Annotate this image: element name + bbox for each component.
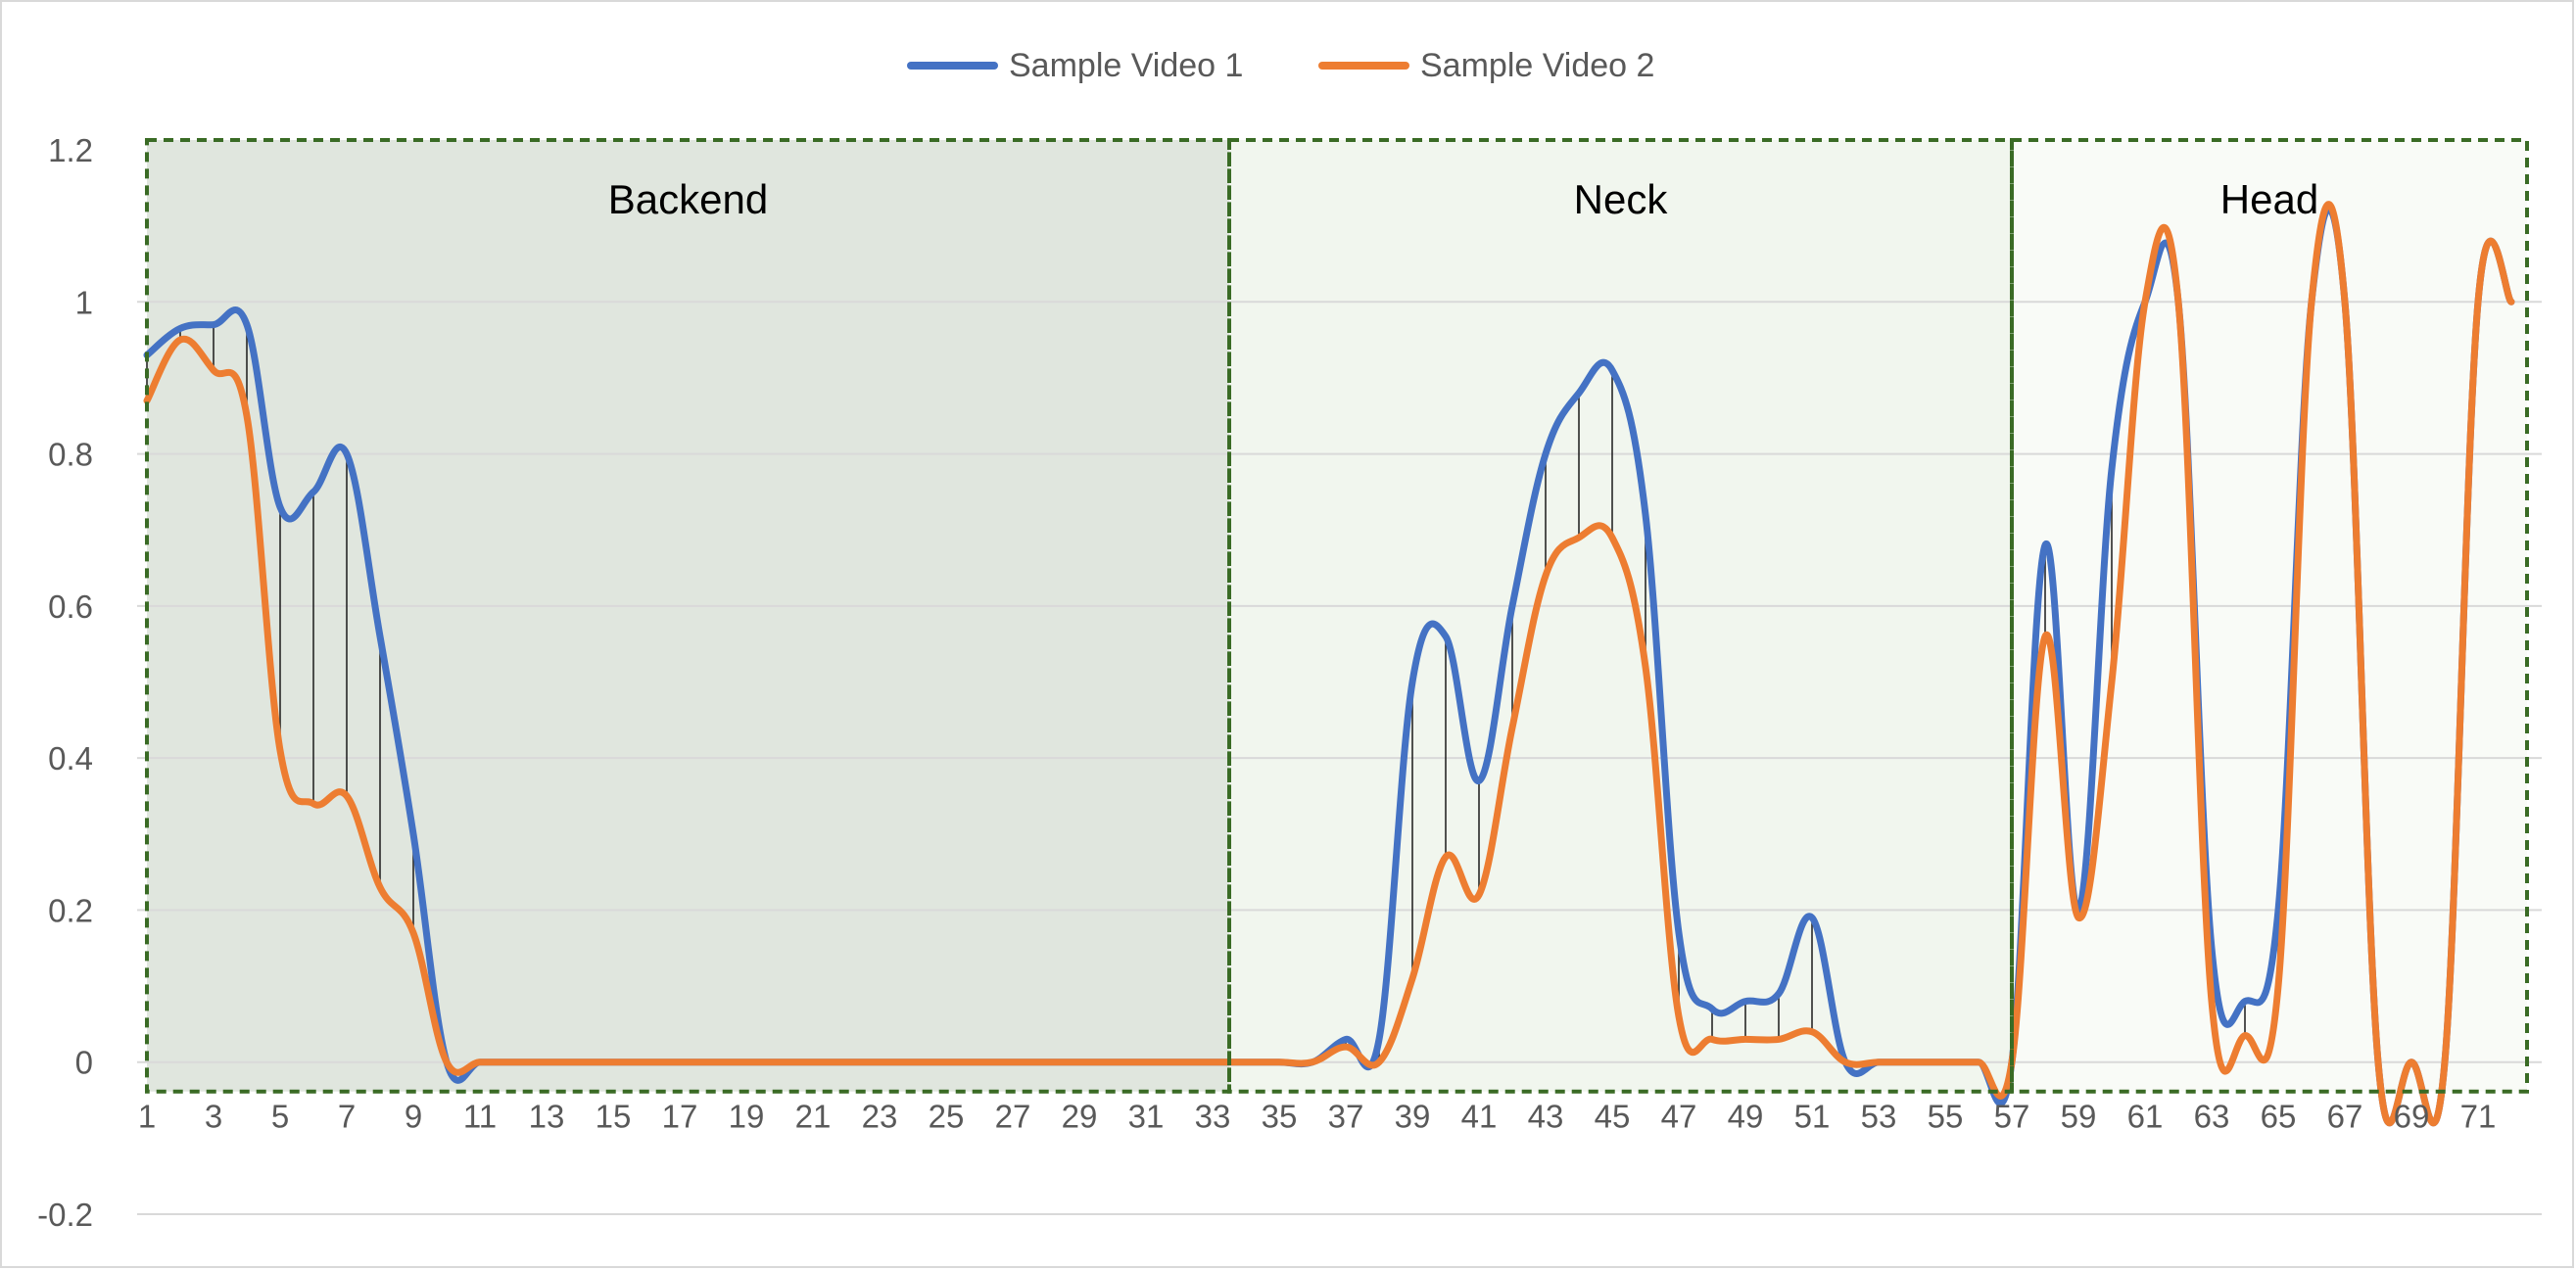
- x-tick-label: 1: [138, 1099, 156, 1135]
- x-tick-label: 9: [405, 1099, 422, 1135]
- x-tick-label: 45: [1595, 1099, 1631, 1135]
- x-tick-label: 55: [1928, 1099, 1964, 1135]
- legend: Sample Video 1 Sample Video 2: [907, 47, 1654, 84]
- x-tick-label: 15: [596, 1099, 632, 1135]
- x-tick-label: 59: [2061, 1099, 2097, 1135]
- x-axis: 1 3 5 7 9 11 13 15 17 19 21 23 25 27 29 31 33 35 37 39 41 43 4…: [138, 1099, 2497, 1135]
- x-tick-label: 53: [1861, 1099, 1897, 1135]
- region-label-neck: Neck: [1574, 176, 1669, 222]
- x-tick-label: 35: [1262, 1099, 1298, 1135]
- series-lines: [143, 201, 2515, 1127]
- x-tick-label: 37: [1328, 1099, 1364, 1135]
- region-backend-border: [145, 138, 1231, 1094]
- region-neck-background: [1229, 140, 2012, 1092]
- x-tick-label: 17: [662, 1099, 698, 1135]
- x-tick-label: 49: [1728, 1099, 1764, 1135]
- x-tick-label: 69: [2394, 1099, 2430, 1135]
- x-tick-label: 31: [1128, 1099, 1165, 1135]
- x-tick-label: 21: [795, 1099, 832, 1135]
- x-tick-label: 43: [1528, 1099, 1564, 1135]
- x-tick-label: 61: [2127, 1099, 2164, 1135]
- x-tick-label: 5: [271, 1099, 289, 1135]
- y-axis: -0.2 0 0.2 0.4 0.6 0.8 1 1.2: [37, 132, 93, 1233]
- x-tick-label: 71: [2460, 1099, 2497, 1135]
- y-tick-label: -0.2: [37, 1197, 93, 1233]
- x-tick-label: 3: [205, 1099, 222, 1135]
- region-backend-background: [147, 140, 1229, 1092]
- x-tick-label: 47: [1661, 1099, 1697, 1135]
- region-label-head: Head: [2220, 176, 2318, 222]
- y-tick-label: 0.8: [48, 437, 93, 473]
- x-tick-label: 7: [338, 1099, 356, 1135]
- region-head-background: [2012, 140, 2527, 1092]
- x-tick-label: 65: [2261, 1099, 2297, 1135]
- region-neck-border: [1227, 138, 2014, 1094]
- x-tick-label: 29: [1062, 1099, 1098, 1135]
- x-tick-label: 67: [2327, 1099, 2363, 1135]
- y-tick-label: 0.4: [48, 740, 93, 776]
- y-tick-label: 0.6: [48, 588, 93, 625]
- x-tick-label: 11: [463, 1099, 497, 1135]
- region-backgrounds: [147, 140, 2527, 1092]
- x-tick-label: 51: [1794, 1099, 1831, 1135]
- x-tick-label: 57: [1994, 1099, 2030, 1135]
- legend-label-1: Sample Video 1: [1009, 47, 1243, 84]
- series-line-2: [143, 201, 2515, 1127]
- x-tick-label: 39: [1395, 1099, 1431, 1135]
- y-tick-label: 1: [75, 284, 93, 320]
- region-label-backend: Backend: [608, 176, 768, 222]
- x-tick-label: 25: [929, 1099, 965, 1135]
- y-tick-label: 1.2: [48, 132, 93, 168]
- x-tick-label: 19: [729, 1099, 765, 1135]
- region-head-border: [2010, 138, 2529, 1094]
- x-tick-label: 33: [1195, 1099, 1231, 1135]
- x-tick-label: 63: [2194, 1099, 2230, 1135]
- y-tick-label: 0: [75, 1045, 93, 1081]
- x-tick-label: 23: [862, 1099, 898, 1135]
- region-labels: Backend Neck Head: [608, 176, 2318, 222]
- region-borders: [145, 138, 2529, 1094]
- x-tick-label: 27: [995, 1099, 1031, 1135]
- drop-lines: [146, 324, 2279, 1062]
- legend-label-2: Sample Video 2: [1420, 47, 1654, 84]
- x-tick-label: 41: [1461, 1099, 1498, 1135]
- y-tick-label: 0.2: [48, 892, 93, 928]
- x-tick-label: 13: [529, 1099, 565, 1135]
